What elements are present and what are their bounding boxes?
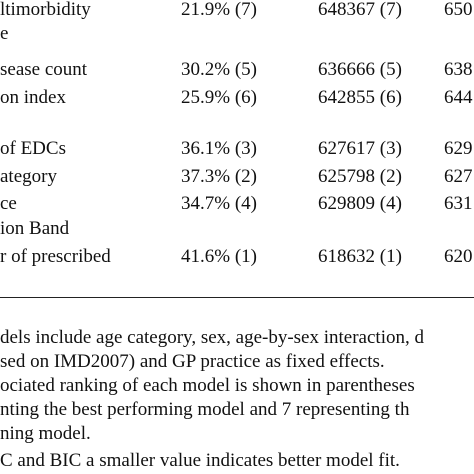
row-label: of EDCs (0, 138, 66, 159)
bic-cell: 631 (444, 193, 473, 214)
variance-explained-cell: 36.1% (3) (181, 138, 257, 159)
variance-explained-cell: 25.9% (6) (181, 87, 257, 108)
bic-cell: 638 (444, 59, 473, 80)
variance-explained-cell: 30.2% (5) (181, 59, 257, 80)
row-label: ltimorbidity (0, 0, 91, 20)
bic-cell: 650 (444, 0, 473, 20)
aic-cell: 629809 (4) (318, 193, 402, 214)
bic-cell: 629 (444, 138, 473, 159)
aic-cell: 618632 (1) (318, 246, 402, 267)
table-bottom-rule (0, 297, 474, 298)
footnote-line: ning model. (0, 423, 91, 444)
aic-cell: 627617 (3) (318, 138, 402, 159)
bic-cell: 627 (444, 166, 473, 187)
row-label: ategory (0, 166, 57, 187)
row-label: e (0, 23, 9, 44)
aic-cell: 636666 (5) (318, 59, 402, 80)
aic-cell: 625798 (2) (318, 166, 402, 187)
row-label: r of prescribed (0, 246, 111, 267)
variance-explained-cell: 21.9% (7) (181, 0, 257, 20)
variance-explained-cell: 41.6% (1) (181, 246, 257, 267)
aic-cell: 642855 (6) (318, 87, 402, 108)
bic-cell: 620 (444, 246, 473, 267)
row-label: on index (0, 87, 66, 108)
footnote-line: sed on IMD2007) and GP practice as fixed… (0, 351, 385, 372)
bic-cell: 644 (444, 87, 473, 108)
variance-explained-cell: 37.3% (2) (181, 166, 257, 187)
variance-explained-cell: 34.7% (4) (181, 193, 257, 214)
footnote-line: nting the best performing model and 7 re… (0, 399, 410, 420)
footnote-line: ociated ranking of each model is shown i… (0, 375, 415, 396)
row-label: ce (0, 193, 17, 214)
row-label: sease count (0, 59, 88, 80)
footnote-line: C and BIC a smaller value indicates bett… (0, 450, 400, 471)
footnote-line: dels include age category, sex, age-by-s… (0, 327, 424, 348)
aic-cell: 648367 (7) (318, 0, 402, 20)
row-label: ion Band (0, 218, 70, 239)
